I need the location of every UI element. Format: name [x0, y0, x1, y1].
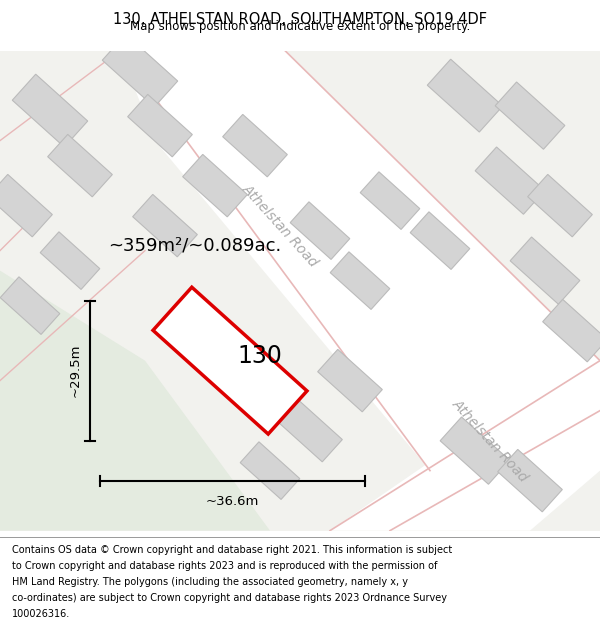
Polygon shape	[240, 442, 300, 499]
Text: 130, ATHELSTAN ROAD, SOUTHAMPTON, SO19 4DF: 130, ATHELSTAN ROAD, SOUTHAMPTON, SO19 4…	[113, 12, 487, 27]
Polygon shape	[475, 147, 545, 214]
Polygon shape	[510, 237, 580, 304]
Polygon shape	[495, 82, 565, 149]
Polygon shape	[542, 299, 600, 362]
Text: Athelstan Road: Athelstan Road	[239, 182, 320, 269]
Polygon shape	[133, 194, 197, 257]
Polygon shape	[527, 174, 592, 237]
Polygon shape	[47, 134, 112, 197]
Polygon shape	[128, 94, 193, 157]
Polygon shape	[278, 399, 343, 462]
Polygon shape	[427, 59, 503, 132]
Text: ~29.5m: ~29.5m	[69, 344, 82, 398]
Polygon shape	[120, 51, 600, 471]
Polygon shape	[330, 252, 390, 309]
Polygon shape	[0, 174, 52, 237]
Polygon shape	[223, 114, 287, 177]
Text: Athelstan Road: Athelstan Road	[449, 397, 530, 484]
Polygon shape	[317, 349, 382, 412]
Text: HM Land Registry. The polygons (including the associated geometry, namely x, y: HM Land Registry. The polygons (includin…	[12, 577, 408, 587]
Polygon shape	[410, 212, 470, 269]
Polygon shape	[40, 232, 100, 289]
Text: co-ordinates) are subject to Crown copyright and database rights 2023 Ordnance S: co-ordinates) are subject to Crown copyr…	[12, 593, 447, 603]
Text: ~36.6m: ~36.6m	[206, 494, 259, 508]
Polygon shape	[440, 417, 510, 484]
Polygon shape	[0, 271, 270, 531]
Polygon shape	[182, 154, 247, 217]
Polygon shape	[360, 172, 420, 229]
Text: to Crown copyright and database rights 2023 and is reproduced with the permissio: to Crown copyright and database rights 2…	[12, 561, 437, 571]
Text: Contains OS data © Crown copyright and database right 2021. This information is : Contains OS data © Crown copyright and d…	[12, 545, 452, 555]
Polygon shape	[12, 74, 88, 147]
Polygon shape	[0, 277, 60, 334]
Text: Map shows position and indicative extent of the property.: Map shows position and indicative extent…	[130, 20, 470, 32]
Polygon shape	[330, 361, 600, 531]
Polygon shape	[290, 202, 350, 259]
Text: 130: 130	[238, 344, 283, 367]
Polygon shape	[497, 449, 562, 512]
Text: 100026316.: 100026316.	[12, 609, 70, 619]
Polygon shape	[153, 288, 307, 434]
Polygon shape	[102, 34, 178, 107]
Text: ~359m²/~0.089ac.: ~359m²/~0.089ac.	[109, 237, 281, 254]
